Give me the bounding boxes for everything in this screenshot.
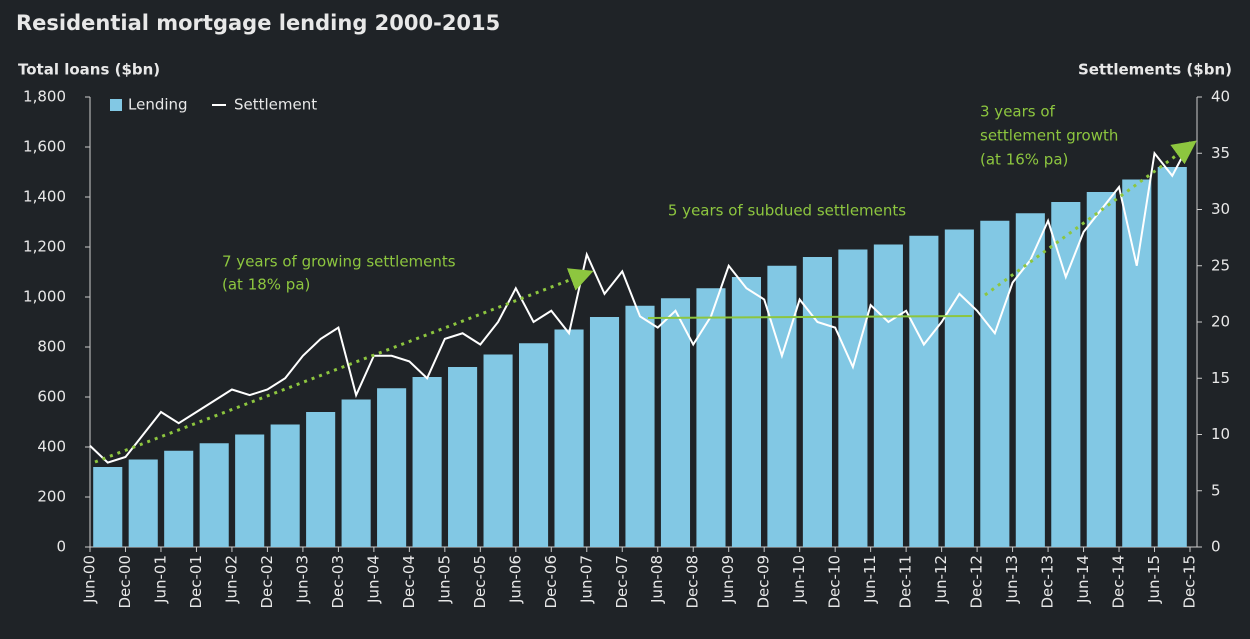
x-tick-label: Dec-05 bbox=[471, 555, 489, 609]
bar bbox=[731, 277, 761, 547]
x-tick-label: Jun-11 bbox=[861, 555, 879, 604]
y-tick-label: 200 bbox=[37, 488, 66, 506]
x-tick-label: Dec-09 bbox=[755, 555, 773, 609]
y-axis-label: Total loans ($bn) bbox=[18, 61, 160, 79]
bar bbox=[341, 399, 371, 547]
trend-arrow bbox=[984, 140, 1197, 297]
x-tick-label: Dec-11 bbox=[897, 555, 915, 609]
y2-tick-label: 10 bbox=[1211, 425, 1230, 443]
chart-title: Residential mortgage lending 2000-2015 bbox=[16, 11, 500, 35]
bar bbox=[802, 257, 832, 547]
bar bbox=[696, 288, 726, 547]
x-tick-label: Dec-02 bbox=[258, 555, 276, 609]
annotation: 3 years of bbox=[980, 103, 1056, 121]
bar bbox=[554, 329, 584, 547]
x-tick-label: Dec-13 bbox=[1039, 555, 1057, 609]
x-tick-label: Jun-01 bbox=[151, 555, 169, 604]
y2-tick-label: 35 bbox=[1211, 144, 1230, 162]
x-tick-label: Dec-07 bbox=[613, 555, 631, 609]
x-tick-label: Dec-04 bbox=[400, 555, 418, 609]
y-tick-label: 800 bbox=[37, 338, 66, 356]
x-tick-label: Dec-10 bbox=[826, 555, 844, 609]
bar bbox=[448, 367, 478, 547]
bar bbox=[1015, 213, 1045, 547]
x-tick-label: Jun-02 bbox=[222, 555, 240, 604]
trend-line bbox=[647, 315, 973, 319]
x-tick-label: Jun-06 bbox=[506, 555, 524, 604]
x-tick-label: Dec-12 bbox=[968, 555, 986, 609]
y-tick-label: 1,600 bbox=[23, 138, 66, 156]
x-tick-label: Dec-01 bbox=[187, 555, 205, 609]
y-tick-label: 600 bbox=[37, 388, 66, 406]
bar bbox=[980, 220, 1010, 547]
x-tick-label: Jun-15 bbox=[1145, 555, 1163, 604]
y2-tick-label: 15 bbox=[1211, 369, 1230, 387]
bar bbox=[306, 412, 336, 547]
y2-tick-label: 5 bbox=[1211, 481, 1221, 499]
annotation: 5 years of subdued settlements bbox=[668, 202, 906, 220]
x-tick-label: Jun-07 bbox=[577, 555, 595, 604]
bar bbox=[660, 298, 691, 547]
bar bbox=[873, 244, 903, 547]
bar bbox=[128, 459, 158, 547]
bar bbox=[519, 343, 549, 547]
y-tick-label: 1,800 bbox=[23, 88, 66, 106]
bar bbox=[909, 235, 939, 547]
bar bbox=[93, 467, 123, 547]
x-tick-label: Dec-08 bbox=[684, 555, 702, 609]
legend-label: Settlement bbox=[234, 96, 317, 114]
x-tick-label: Jun-04 bbox=[364, 555, 382, 604]
y2-tick-label: 0 bbox=[1211, 538, 1221, 556]
y-tick-label: 0 bbox=[56, 538, 66, 556]
bar bbox=[164, 450, 194, 547]
y2-tick-label: 40 bbox=[1211, 88, 1230, 106]
x-tick-label: Dec-00 bbox=[116, 555, 134, 609]
y-tick-label: 1,400 bbox=[23, 188, 66, 206]
bar bbox=[1157, 167, 1187, 547]
bar bbox=[1122, 179, 1152, 547]
x-tick-label: Jun-12 bbox=[932, 555, 950, 604]
bar bbox=[838, 249, 868, 547]
bar bbox=[199, 443, 229, 547]
annotation: (at 18% pa) bbox=[222, 276, 310, 294]
bar bbox=[377, 388, 407, 547]
x-tick-label: Jun-03 bbox=[293, 555, 311, 604]
legend-swatch bbox=[110, 99, 122, 111]
x-tick-label: Jun-09 bbox=[719, 555, 737, 604]
x-tick-label: Jun-05 bbox=[435, 555, 453, 604]
bar bbox=[625, 305, 655, 547]
x-tick-label: Jun-08 bbox=[648, 555, 666, 604]
y-tick-label: 1,200 bbox=[23, 238, 66, 256]
y2-tick-label: 25 bbox=[1211, 256, 1230, 274]
annotation: 7 years of growing settlements bbox=[222, 253, 456, 271]
x-tick-label: Jun-13 bbox=[1003, 555, 1021, 604]
y2-tick-label: 30 bbox=[1211, 200, 1230, 218]
y2-tick-label: 20 bbox=[1211, 313, 1230, 331]
x-tick-label: Dec-14 bbox=[1110, 555, 1128, 609]
bar bbox=[1086, 192, 1116, 547]
annotation: (at 16% pa) bbox=[980, 151, 1068, 169]
line bbox=[89, 141, 1191, 464]
bar bbox=[1051, 202, 1081, 547]
x-tick-label: Dec-03 bbox=[329, 555, 347, 609]
annotation: settlement growth bbox=[980, 127, 1118, 145]
bar bbox=[589, 317, 620, 547]
bar bbox=[412, 377, 442, 547]
x-tick-label: Dec-06 bbox=[542, 555, 560, 609]
x-tick-label: Jun-00 bbox=[81, 555, 99, 604]
bar bbox=[270, 424, 300, 547]
x-tick-label: Jun-10 bbox=[790, 555, 808, 604]
y-tick-label: 1,000 bbox=[23, 288, 66, 306]
bar bbox=[944, 229, 974, 547]
bar bbox=[483, 354, 513, 547]
x-tick-label: Jun-14 bbox=[1074, 555, 1092, 604]
x-tick-label: Dec-15 bbox=[1181, 555, 1199, 609]
bar bbox=[767, 265, 797, 547]
bar bbox=[235, 434, 265, 547]
y2-axis-label: Settlements ($bn) bbox=[1078, 61, 1232, 79]
legend-label: Lending bbox=[128, 96, 188, 114]
plot: 0 200 400 600 800 1,000 1,200 1,400 1,600 1,800 0 5… bbox=[23, 88, 1230, 609]
y-tick-label: 400 bbox=[37, 438, 66, 456]
